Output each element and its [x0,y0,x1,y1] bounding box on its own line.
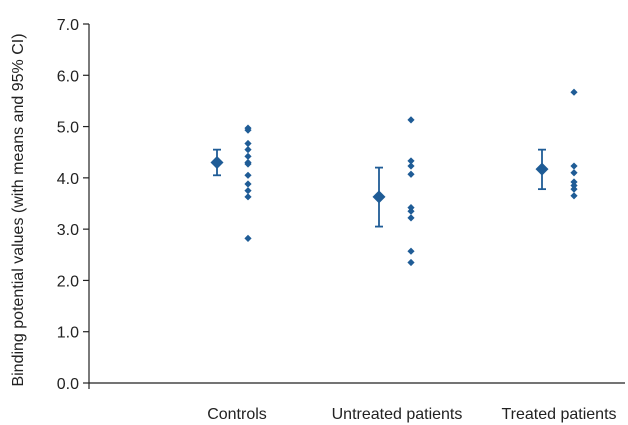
data-point [244,171,252,179]
y-tick-label: 6.0 [57,68,79,85]
data-point [570,185,578,193]
data-point [244,126,252,134]
data-point [407,207,415,215]
data-point [244,180,252,188]
data-point [570,192,578,200]
data-point [407,258,415,267]
y-tick-label: 4.0 [57,171,79,188]
data-point [244,146,252,154]
x-category-label: Controls [207,406,267,423]
data-point [407,162,415,170]
x-category-label: Untreated patients [332,406,463,423]
mean-marker [372,190,386,204]
y-tick-label: 0.0 [57,376,79,393]
mean-marker [535,162,549,176]
x-axis: Controls Untreated patients Treated patien… [89,382,625,423]
data-point [244,139,252,148]
y-tick-label: 5.0 [57,120,79,137]
data-point [570,169,578,177]
data-point [244,152,252,160]
data-point [244,160,252,168]
data-point [407,170,415,178]
y-tick-label: 3.0 [57,222,79,239]
data-point [407,157,415,165]
data-point [407,214,415,222]
y-tick-label: 2.0 [57,273,79,290]
y-axis-title: Binding potential values (with means and… [10,33,27,386]
data-point [407,116,415,124]
data-point [244,193,252,201]
mean-marker [210,155,224,169]
data-point [244,234,252,242]
data-point [570,162,578,170]
x-category-label: Treated patients [501,406,616,423]
data-point [570,88,578,96]
plot-marks [210,88,578,267]
y-tick-label: 7.0 [57,17,79,34]
y-tick-label: 1.0 [57,325,79,342]
data-point [407,247,415,255]
data-point [244,187,252,195]
y-axis: 0.0 1.0 2.0 3.0 4.0 5.0 6.0 7.0 [57,17,90,393]
